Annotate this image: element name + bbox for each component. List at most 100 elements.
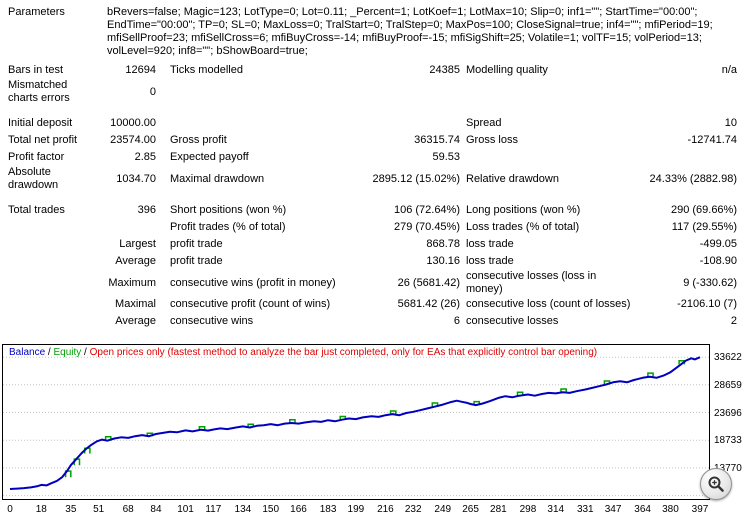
parameters-label: Parameters [8,6,65,18]
x-axis-label: 51 [93,504,105,515]
zoom-button[interactable] [700,468,732,500]
stats-label: consecutive profit (count of wins) [170,298,331,310]
legend-note: Open prices only (fastest method to anal… [89,347,598,358]
stats-value: -2106.10 (7) [677,298,737,310]
stats-row: Average consecutive wins 6 consecutive loss… [0,313,750,330]
stats-label: loss trade [466,255,514,267]
stats-value: 9 (-330.62) [683,276,737,289]
stats-label: Spread [466,117,502,129]
stats-label: Maximal drawdown [170,172,265,185]
chart-legend: Balance / Equity / Open prices only (fas… [9,347,597,358]
parameters-row: Parameters bRevers=false; Magic=123; Lot… [0,0,750,58]
stats-row: Total net profit 23574.00 Gross profit 3631… [0,132,750,149]
stats-value: 24385 [429,64,460,76]
stats-value: 130.16 [426,255,460,267]
stats-row: Maximal consecutive profit (count of wins… [0,296,750,313]
stats-value: 36315.74 [414,134,460,146]
row-spacer [0,192,750,202]
stats-row: Largest profit trade 868.78 loss trade -499.… [0,236,750,253]
x-axis-label: 298 [519,504,537,515]
stats-label: Profit factor [8,151,65,163]
stats-value: 2.85 [134,151,156,163]
stats-label: consecutive wins [170,315,254,327]
stats-value: 868.78 [426,238,460,250]
stats-label: consecutive losses (loss in money) [466,270,597,295]
stats-value: n/a [721,64,737,76]
stats-value: 290 (69.66%) [670,204,737,216]
legend-separator: / [81,347,90,358]
stats-label: Gross profit [170,134,227,146]
stats-value: 279 (70.45%) [393,221,460,233]
parameters-value: bRevers=false; Magic=123; LotType=0; Lot… [107,6,713,57]
stats-label: Gross loss [466,134,518,146]
y-axis-label: 28659 [714,379,742,391]
stats-label: Ticks modelled [170,64,243,76]
stats-label: Expected payoff [170,151,249,163]
stats-value: 26 (5681.42) [397,276,460,289]
stats-value: 24.33% (2882.98) [649,172,737,185]
y-axis-label: 18733 [714,435,742,447]
stats-value: Average [115,255,156,267]
x-axis-label: 397 [691,504,709,515]
legend-separator: / [45,347,54,358]
stats-row: Average profit trade 130.16 loss trade -108.… [0,253,750,270]
stats-value: -499.05 [699,238,737,250]
x-axis-label: 18 [35,504,47,515]
stats-row: Initial deposit 10000.00 Spread 10 [0,115,750,132]
x-axis-label: 331 [576,504,594,515]
x-axis-label: 265 [462,504,479,515]
stats-label: Modelling quality [466,64,548,76]
x-axis-label: 84 [150,504,162,515]
y-axis-label: 33622 [714,352,742,364]
stats-row: Profit trades (% of total) 279 (70.45%) Lo… [0,219,750,236]
x-axis-label: 380 [662,504,679,515]
stats-value: 5681.42 (26) [397,298,460,310]
x-axis-label: 0 [7,504,13,515]
stats-value: 2 [730,315,737,327]
x-axis-label: 281 [490,504,507,515]
stats-value: 106 (72.64%) [393,204,460,216]
y-axis-labels: 13770 18733 23696 28659 33622 [714,345,750,501]
stats-label: consecutive wins (profit in money) [170,276,336,289]
stats-value: 10000.00 [110,117,156,129]
stats-value: 23574.00 [110,134,156,146]
x-axis-label: 183 [319,504,337,515]
stats-value: 12694 [125,64,156,76]
y-axis-label: 23696 [714,407,742,419]
stats-label: Mismatched charts errors [8,79,70,104]
x-axis-label: 117 [205,504,222,515]
x-axis-label: 101 [177,504,194,515]
balance-equity-chart[interactable]: Balance / Equity / Open prices only (fas… [2,344,710,500]
stats-value: 10 [724,117,737,129]
stats-value: -108.90 [699,255,737,267]
stats-label: Absolute drawdown [8,166,59,191]
legend-balance-label: Balance [9,347,46,358]
x-axis-labels: 0 18 35 51 68 84 101 117 134 150 166 183 199 216 232 24… [3,504,713,518]
stats-table: Bars in test 12694 Ticks modelled 24385 Mode… [0,62,750,330]
x-axis-label: 199 [347,504,365,515]
x-axis-label: 166 [290,504,307,515]
stats-value: 6 [453,315,460,327]
stats-row: Bars in test 12694 Ticks modelled 24385 Mode… [0,62,750,79]
equity-curve-plot [3,356,709,497]
stats-label: Bars in test [8,64,64,76]
x-axis-label: 134 [234,504,252,515]
x-axis-label: 150 [262,504,280,515]
x-axis-label: 68 [122,504,134,515]
stats-label: Total net profit [8,134,78,146]
stats-label: Loss trades (% of total) [466,221,580,233]
stats-value: Average [115,315,156,327]
x-axis-label: 35 [65,504,77,515]
stats-value: -12741.74 [687,134,737,146]
stats-row: Maximum consecutive wins (profit in money… [0,270,750,296]
stats-value: 59.53 [432,151,460,163]
x-axis-label: 216 [377,504,394,515]
stats-label: Long positions (won %) [466,204,581,216]
stats-value: 1034.70 [116,172,156,185]
y-axis-label: 13770 [714,462,742,474]
stats-label: profit trade [170,238,223,250]
stats-value: Maximal [115,298,156,310]
stats-row: Mismatched charts errors 0 [0,79,750,105]
x-axis-label: 364 [634,504,651,515]
